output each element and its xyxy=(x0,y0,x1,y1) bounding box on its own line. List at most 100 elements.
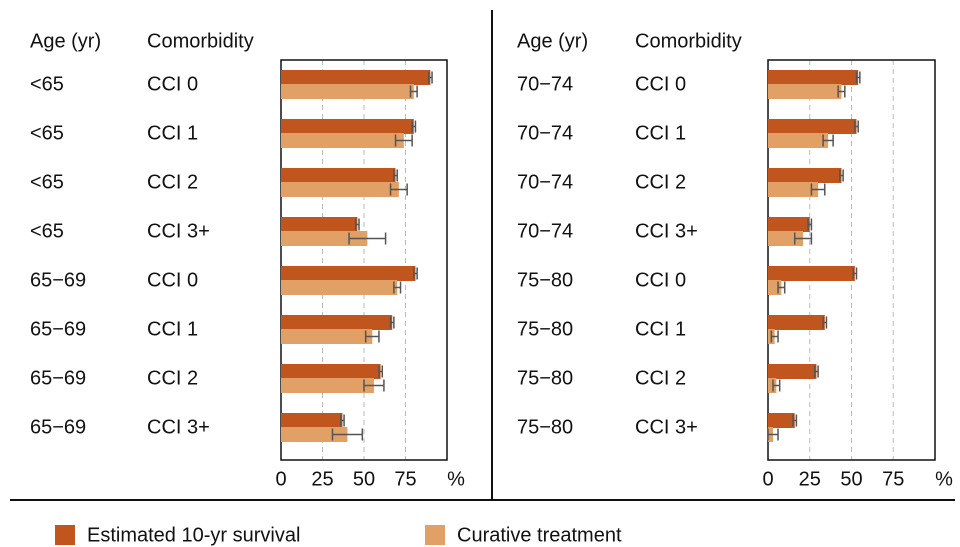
age-label: 65−69 xyxy=(30,416,86,438)
x-tick-label: 0 xyxy=(275,468,286,490)
x-tick-label: 75 xyxy=(394,468,416,490)
bar xyxy=(281,280,398,295)
column-header: Age (yr) xyxy=(517,30,588,52)
comorbidity-label: CCI 0 xyxy=(147,73,198,95)
error-bar xyxy=(411,120,417,133)
x-tick-label: 25 xyxy=(311,468,333,490)
age-label: 75−80 xyxy=(517,367,573,389)
error-bar xyxy=(837,85,846,98)
age-label: <65 xyxy=(30,220,64,242)
error-bar xyxy=(814,365,819,378)
bar xyxy=(768,378,777,393)
comorbidity-label: CCI 1 xyxy=(147,318,198,340)
column-header: Comorbidity xyxy=(147,30,254,52)
comorbidity-label: CCI 3+ xyxy=(635,220,698,242)
age-label: <65 xyxy=(30,122,64,144)
plot-frame xyxy=(767,59,936,461)
bar xyxy=(768,315,825,330)
age-label: 70−74 xyxy=(517,122,573,144)
error-bar xyxy=(807,218,813,231)
age-label: 70−74 xyxy=(517,171,573,193)
bar xyxy=(768,70,859,85)
age-label: 75−80 xyxy=(517,416,573,438)
comorbidity-label: CCI 2 xyxy=(147,367,198,389)
comorbidity-label: CCI 0 xyxy=(635,269,686,291)
x-tick-label: 0 xyxy=(762,468,773,490)
error-bar xyxy=(378,365,384,378)
error-bar xyxy=(855,71,861,84)
comorbidity-label: CCI 2 xyxy=(147,171,198,193)
column-header: Comorbidity xyxy=(635,30,742,52)
legend-swatch xyxy=(425,525,445,545)
bar xyxy=(281,84,414,99)
comorbidity-label: CCI 3+ xyxy=(635,416,698,438)
bar xyxy=(768,413,795,428)
x-tick-label: 75 xyxy=(882,468,904,490)
bar xyxy=(768,119,857,134)
bar xyxy=(768,168,842,183)
error-bar xyxy=(854,120,859,133)
bar xyxy=(281,168,396,183)
bar xyxy=(768,84,842,99)
bar xyxy=(281,70,431,85)
legend-label: Curative treatment xyxy=(457,524,622,546)
age-label: 75−80 xyxy=(517,269,573,291)
legend-label: Estimated 10-yr survival xyxy=(87,524,300,546)
bar xyxy=(281,427,348,442)
age-label: <65 xyxy=(30,171,64,193)
bar xyxy=(281,119,414,134)
error-bar xyxy=(389,316,395,329)
bar xyxy=(281,266,416,281)
error-bar xyxy=(393,169,398,182)
error-bar xyxy=(340,414,345,427)
age-label: 70−74 xyxy=(517,73,573,95)
comorbidity-label: CCI 1 xyxy=(635,318,686,340)
x-tick-label: 50 xyxy=(840,468,862,490)
error-bar xyxy=(772,379,781,392)
comorbidity-label: CCI 0 xyxy=(147,269,198,291)
error-bar xyxy=(852,267,858,280)
bar xyxy=(281,329,373,344)
x-tick-label: 50 xyxy=(353,468,375,490)
error-bar xyxy=(839,169,844,182)
age-label: <65 xyxy=(30,73,64,95)
error-bar xyxy=(393,281,402,294)
error-bar xyxy=(409,85,418,98)
bar xyxy=(281,364,381,379)
age-label: 75−80 xyxy=(517,318,573,340)
error-bar xyxy=(354,218,360,231)
comorbidity-label: CCI 0 xyxy=(635,73,686,95)
column-header: Age (yr) xyxy=(30,30,101,52)
legend-swatch xyxy=(55,525,75,545)
bar xyxy=(768,133,829,148)
x-axis-label: % xyxy=(935,468,953,490)
bar xyxy=(768,182,819,197)
error-bar xyxy=(767,428,779,441)
error-bar xyxy=(394,134,413,147)
error-bar xyxy=(822,316,828,329)
comorbidity-label: CCI 1 xyxy=(635,122,686,144)
comorbidity-label: CCI 2 xyxy=(635,367,686,389)
error-bar xyxy=(363,379,385,392)
error-bar xyxy=(792,414,798,427)
bar xyxy=(281,182,399,197)
bar xyxy=(768,266,855,281)
bar xyxy=(281,315,393,330)
bar xyxy=(281,378,374,393)
error-bar xyxy=(389,183,408,196)
error-bar xyxy=(413,267,418,280)
error-bar xyxy=(348,232,387,245)
error-bar xyxy=(427,71,433,84)
bar xyxy=(281,413,343,428)
age-label: 65−69 xyxy=(30,269,86,291)
error-bar xyxy=(364,330,380,343)
bar xyxy=(768,217,810,232)
comorbidity-label: CCI 3+ xyxy=(147,416,210,438)
bar xyxy=(281,217,358,232)
error-bar xyxy=(777,281,786,294)
error-bar xyxy=(331,428,364,441)
x-axis-label: % xyxy=(447,468,465,490)
error-bar xyxy=(822,134,834,147)
bar xyxy=(281,231,368,246)
bar xyxy=(281,133,404,148)
